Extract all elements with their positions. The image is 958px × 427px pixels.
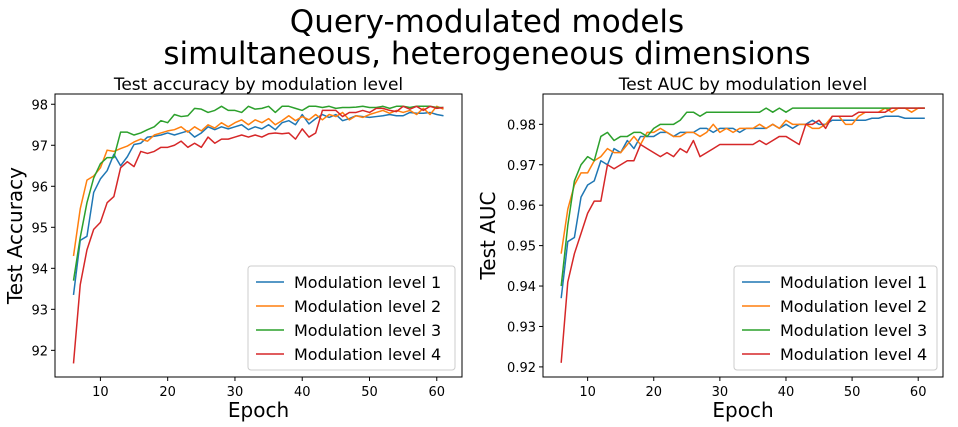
- figure-title-line2: simultaneous, heterogeneous dimensions: [163, 36, 810, 72]
- x-axis-label: Epoch: [228, 398, 289, 422]
- accuracy-chart-panel: Test accuracy by modulation level 10 20 30 4…: [3, 75, 463, 422]
- y-tick-label: 0.95: [507, 240, 536, 255]
- y-tick-label: 0.96: [507, 199, 536, 214]
- x-tick-label: 20: [645, 385, 662, 400]
- series-line-1: [72, 111, 444, 296]
- x-axis-label: Epoch: [712, 398, 773, 422]
- plot-frame: [54, 93, 463, 378]
- legend-label-2: Modulation level 2: [294, 297, 441, 316]
- y-tick-label: 97: [31, 139, 48, 154]
- y-axis-label: Test AUC: [476, 191, 500, 280]
- legend-label-1: Modulation level 1: [294, 273, 441, 292]
- series-line-4: [72, 105, 444, 364]
- x-tick-label: 10: [92, 385, 109, 400]
- auc-chart-panel: Test AUC by modulation level 10 20 30 40 50 60…: [476, 75, 944, 422]
- y-tick-label: 0.94: [507, 280, 536, 295]
- legend-box: [247, 265, 456, 371]
- y-tick-label: 95: [31, 221, 48, 236]
- plot-frame: [542, 93, 944, 378]
- y-tick-label: 0.97: [507, 159, 536, 174]
- y-tick-label: 92: [31, 344, 48, 359]
- chart-title: Test AUC by modulation level: [618, 75, 868, 95]
- y-tick-label: 0.98: [507, 118, 536, 133]
- legend-label-3: Modulation level 3: [780, 321, 927, 340]
- legend-label-3: Modulation level 3: [294, 321, 441, 340]
- x-tick-label: 10: [579, 385, 596, 400]
- x-tick-label: 60: [428, 385, 445, 400]
- y-tick-label: 94: [31, 262, 48, 277]
- chart-title: Test accuracy by modulation level: [113, 75, 403, 95]
- x-tick-label: 20: [159, 385, 176, 400]
- legend-box: [733, 265, 938, 371]
- y-tick-label: 93: [31, 303, 48, 318]
- y-tick-label: 98: [31, 98, 48, 113]
- figure-title-line1: Query-modulated models: [290, 4, 684, 40]
- legend-label-1: Modulation level 1: [780, 273, 927, 292]
- y-axis-label: Test Accuracy: [3, 167, 27, 305]
- x-tick-label: 40: [778, 385, 795, 400]
- y-tick-label: 0.92: [507, 361, 536, 376]
- x-tick-label: 60: [910, 385, 927, 400]
- series-line-2: [72, 105, 444, 257]
- x-tick-label: 40: [294, 385, 311, 400]
- y-tick-label: 0.93: [507, 320, 536, 335]
- legend-label-2: Modulation level 2: [780, 297, 927, 316]
- series-line-4: [560, 107, 925, 363]
- legend-label-4: Modulation level 4: [294, 345, 441, 364]
- series-line-3: [560, 107, 925, 287]
- legend-label-4: Modulation level 4: [780, 345, 927, 364]
- x-tick-label: 50: [361, 385, 378, 400]
- y-tick-label: 96: [31, 180, 48, 195]
- x-tick-label: 30: [227, 385, 244, 400]
- series-line-3: [72, 105, 444, 281]
- x-tick-label: 50: [844, 385, 861, 400]
- x-tick-label: 30: [712, 385, 729, 400]
